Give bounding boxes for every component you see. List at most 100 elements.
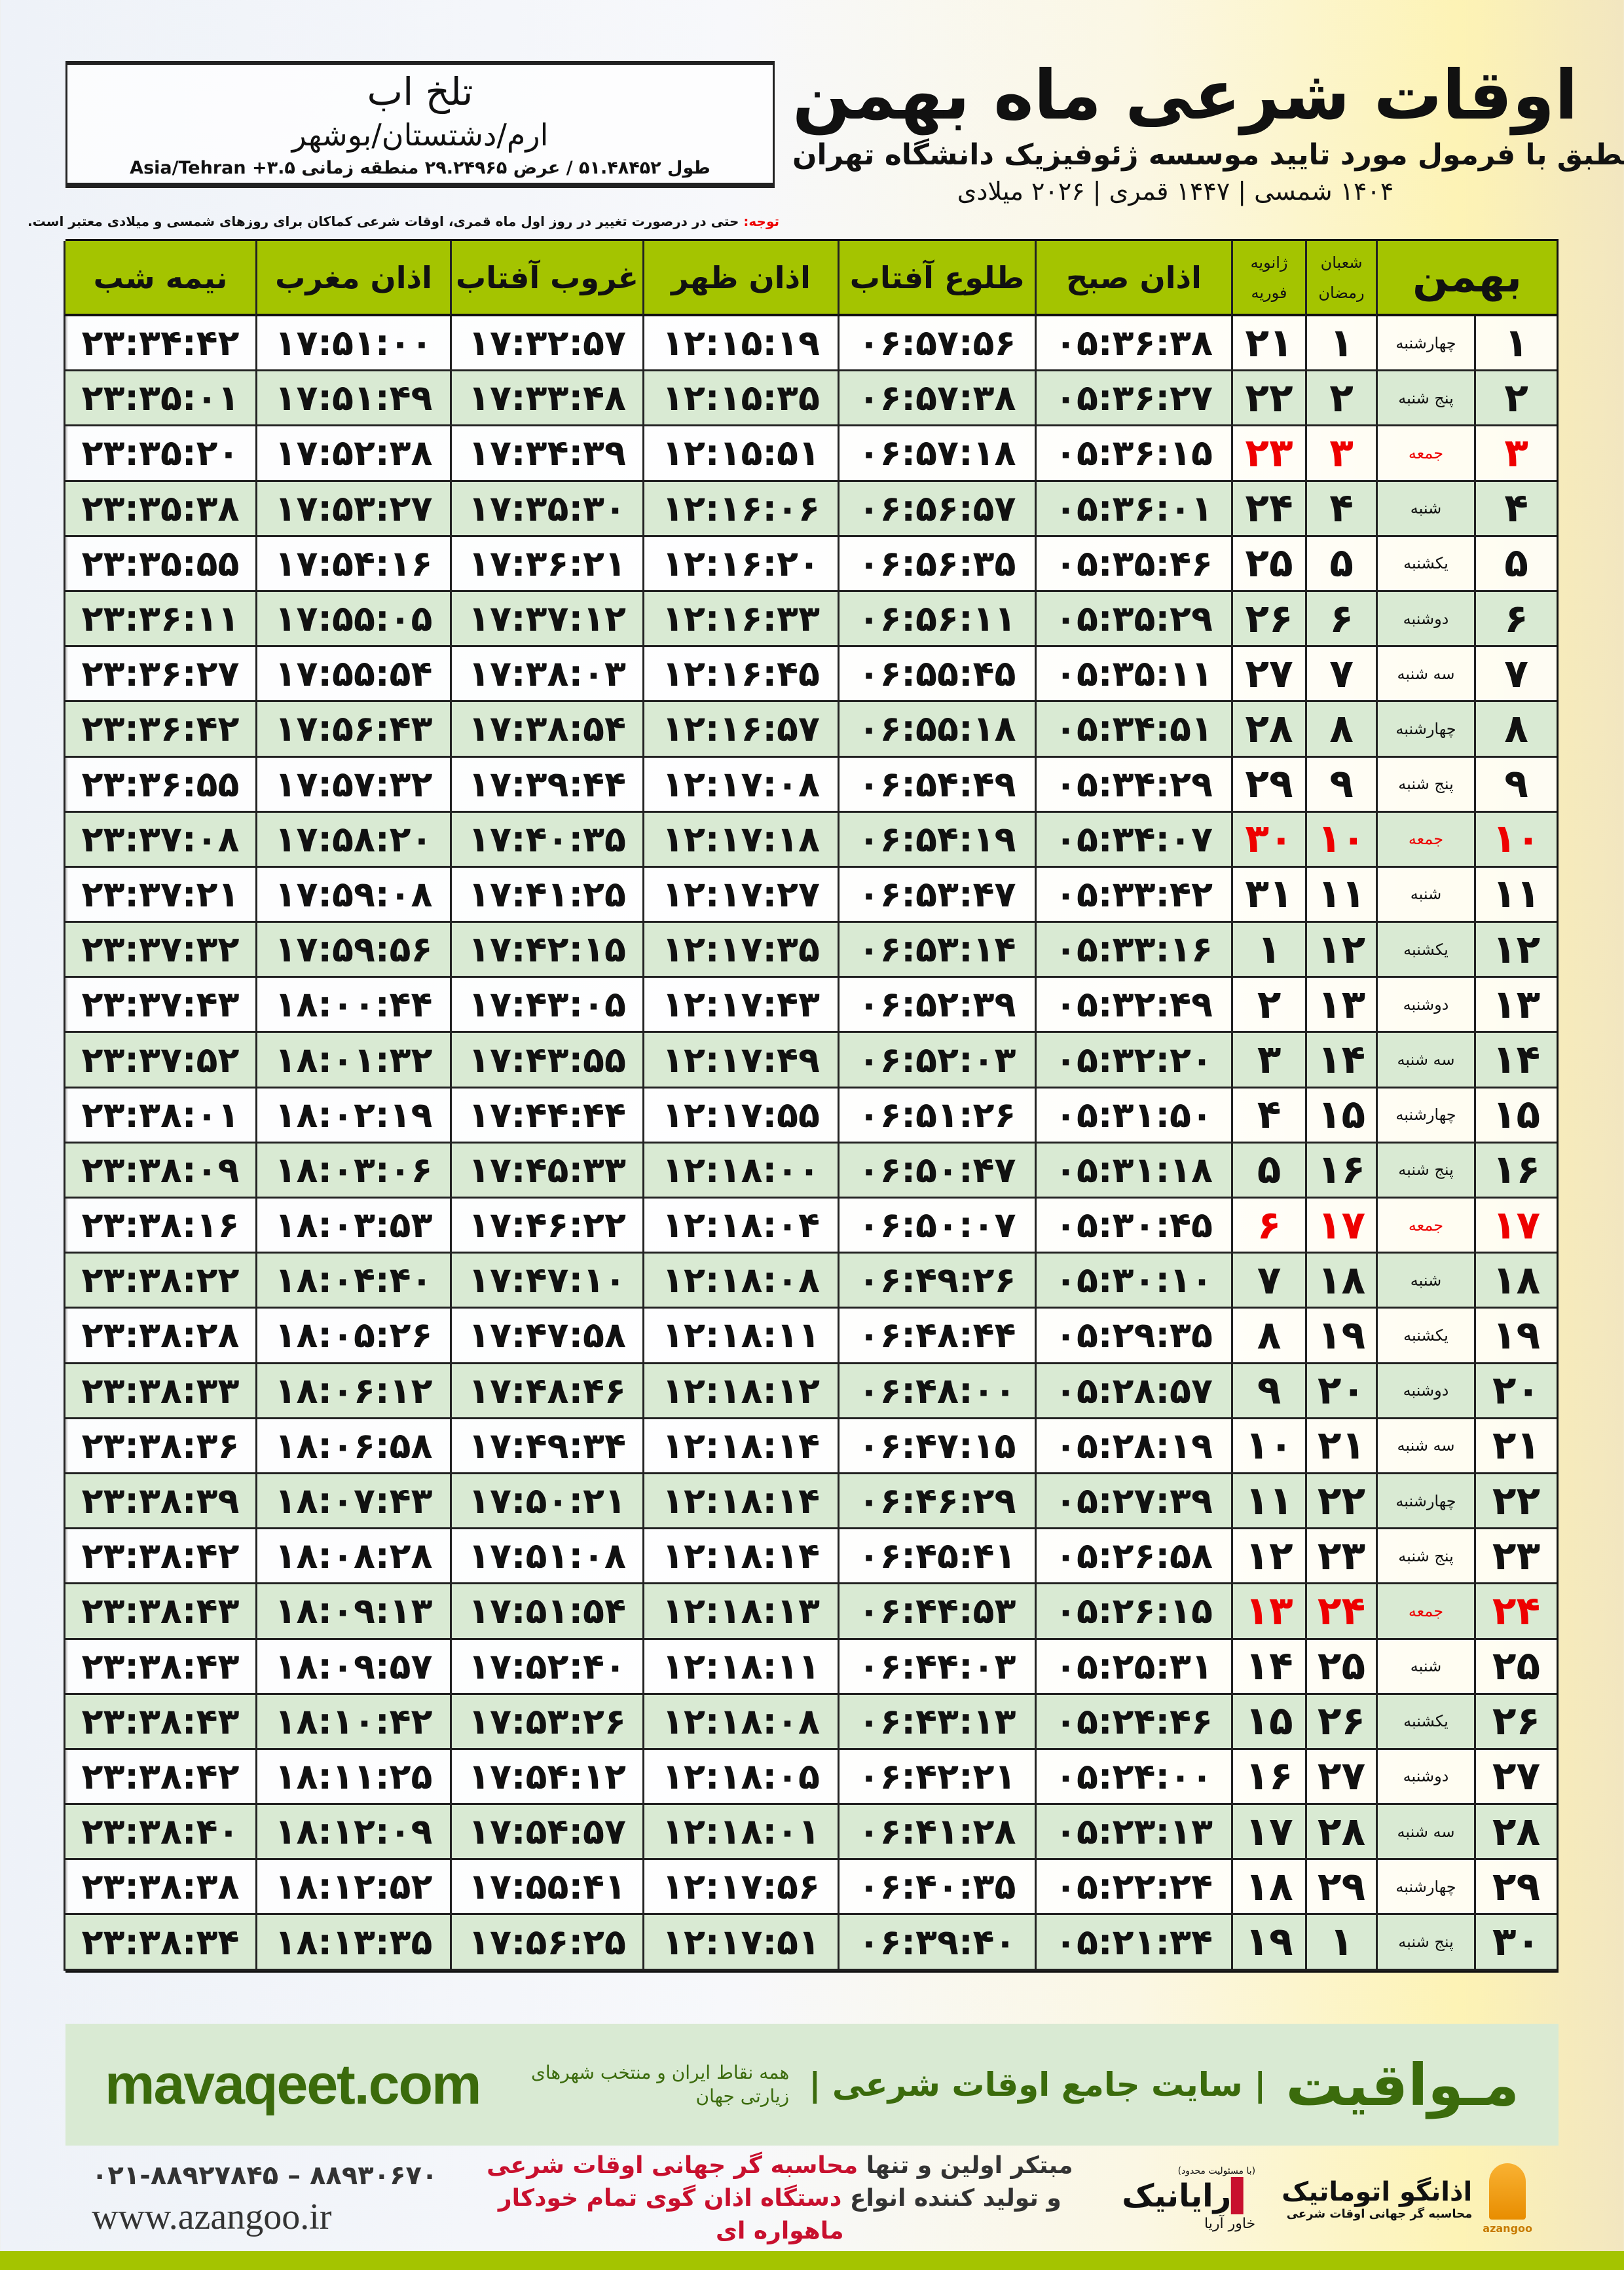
weekday: چهارشنبه xyxy=(1376,1860,1474,1916)
midnight-time: ۲۳:۳۵:۵۵ xyxy=(64,536,255,592)
dhuhr-time: ۱۲:۱۶:۴۵ xyxy=(642,647,838,703)
header-month: بهمن xyxy=(1376,241,1557,316)
logo-rayanik-text: رایانیک xyxy=(1122,2177,1232,2214)
weekday: دوشنبه xyxy=(1376,1749,1474,1806)
rayanik-logo: (با مسئولیت محدود) ▌رایانیک خاور آریا xyxy=(1122,2166,1255,2232)
weekday: سه شنبه xyxy=(1376,647,1474,703)
header-hijri-1: شعبان xyxy=(1320,253,1363,272)
sunset-time: ۱۷:۴۱:۲۵ xyxy=(450,867,642,923)
day-number: ۲۸ xyxy=(1474,1805,1557,1861)
hijri-day: ۲۲ xyxy=(1305,1474,1376,1530)
dhuhr-time: ۱۲:۱۸:۱۱ xyxy=(642,1639,838,1695)
gregorian-day: ۵ xyxy=(1231,1143,1305,1199)
sunrise-time: ۰۶:۵۶:۳۵ xyxy=(838,536,1035,592)
sunrise-time: ۰۶:۴۰:۳۵ xyxy=(838,1860,1035,1916)
gregorian-day: ۱۳ xyxy=(1231,1584,1305,1640)
logo-azangoo-sub: محاسبه گر جهانی اوقات شرعی xyxy=(1286,2206,1473,2221)
sunset-time: ۱۷:۳۳:۴۸ xyxy=(450,371,642,427)
gregorian-day: ۳ xyxy=(1231,1033,1305,1088)
hijri-day: ۸ xyxy=(1305,702,1376,758)
dhuhr-time: ۱۲:۱۷:۴۹ xyxy=(642,1033,838,1088)
sunset-time: ۱۷:۴۳:۵۵ xyxy=(450,1033,642,1088)
sunrise-time: ۰۶:۴۳:۱۳ xyxy=(838,1694,1035,1750)
sunset-time: ۱۷:۴۵:۳۳ xyxy=(450,1143,642,1199)
gregorian-day: ۶ xyxy=(1231,1199,1305,1254)
hijri-day: ۱۴ xyxy=(1305,1033,1376,1088)
midnight-time: ۲۳:۳۷:۳۲ xyxy=(64,923,255,978)
dhuhr-time: ۱۲:۱۷:۳۵ xyxy=(642,923,838,978)
promo-2b: دستگاه اذان گوی تمام خودکار ماهواره ای xyxy=(498,2185,844,2244)
day-number: ۲ xyxy=(1474,371,1557,427)
fajr-time: ۰۵:۲۸:۵۷ xyxy=(1035,1364,1231,1419)
day-number: ۱۷ xyxy=(1474,1199,1557,1254)
gregorian-day: ۱۸ xyxy=(1231,1860,1305,1916)
sunrise-time: ۰۶:۴۸:۴۴ xyxy=(838,1309,1035,1364)
weekday: یکشنبه xyxy=(1376,1694,1474,1750)
maghrib-time: ۱۷:۵۱:۴۹ xyxy=(255,371,450,427)
midnight-time: ۲۳:۳۸:۳۴ xyxy=(64,1915,255,1971)
fajr-time: ۰۵:۳۶:۰۱ xyxy=(1035,481,1231,537)
day-number: ۲۱ xyxy=(1474,1419,1557,1474)
dhuhr-time: ۱۲:۱۶:۲۰ xyxy=(642,536,838,592)
azangoo-website[interactable]: www.azangoo.ir xyxy=(92,2197,332,2237)
page-subtitle: منطبق با فرمول مورد تایید موسسه ژئوفیزیک… xyxy=(792,138,1624,172)
sunset-time: ۱۷:۵۱:۰۸ xyxy=(450,1529,642,1585)
sunrise-time: ۰۶:۵۷:۵۶ xyxy=(838,316,1035,372)
maghrib-time: ۱۸:۱۲:۰۹ xyxy=(255,1805,450,1861)
sunrise-time: ۰۶:۴۵:۴۱ xyxy=(838,1529,1035,1585)
sunrise-time: ۰۶:۵۵:۴۵ xyxy=(838,647,1035,703)
fajr-time: ۰۵:۳۰:۱۰ xyxy=(1035,1254,1231,1309)
fajr-time: ۰۵:۳۵:۲۹ xyxy=(1035,591,1231,648)
hijri-day: ۱۷ xyxy=(1305,1199,1376,1254)
sunrise-time: ۰۶:۵۰:۴۷ xyxy=(838,1143,1035,1199)
maghrib-time: ۱۷:۵۵:۵۴ xyxy=(255,647,450,703)
hijri-day: ۱۵ xyxy=(1305,1088,1376,1144)
day-number: ۱۴ xyxy=(1474,1033,1557,1088)
midnight-time: ۲۳:۳۵:۳۸ xyxy=(64,481,255,537)
gregorian-day: ۱۷ xyxy=(1231,1805,1305,1861)
maghrib-time: ۱۷:۵۷:۳۲ xyxy=(255,757,450,813)
midnight-time: ۲۳:۳۵:۰۱ xyxy=(64,371,255,427)
prayer-times-table: بهمن شعبان رمضان ژانویه فوریه اذان صبح طلو… xyxy=(64,239,1559,1973)
sunset-time: ۱۷:۵۲:۴۰ xyxy=(450,1639,642,1695)
sunset-time: ۱۷:۵۳:۲۶ xyxy=(450,1694,642,1750)
midnight-time: ۲۳:۳۸:۳۸ xyxy=(64,1860,255,1916)
midnight-time: ۲۳:۳۶:۱۱ xyxy=(64,591,255,648)
page-title: اوقات شرعی ماه بهمن xyxy=(792,55,1578,135)
day-number: ۲۰ xyxy=(1474,1364,1557,1419)
header-hijri: شعبان رمضان xyxy=(1305,241,1376,316)
weekday: شنبه xyxy=(1376,1254,1474,1309)
bottom-stripe xyxy=(0,2251,1624,2270)
gregorian-day: ۲۴ xyxy=(1231,481,1305,537)
gregorian-day: ۲۱ xyxy=(1231,316,1305,372)
site-link[interactable]: mavaqeet.com xyxy=(105,2053,482,2116)
sunset-time: ۱۷:۴۶:۲۲ xyxy=(450,1199,642,1254)
weekday: چهارشنبه xyxy=(1376,1088,1474,1144)
weekday: جمعه xyxy=(1376,1584,1474,1640)
weekday: پنج شنبه xyxy=(1376,1529,1474,1585)
maghrib-time: ۱۷:۵۴:۱۶ xyxy=(255,536,450,592)
weekday: شنبه xyxy=(1376,867,1474,923)
sunset-time: ۱۷:۵۴:۱۲ xyxy=(450,1749,642,1806)
sunset-time: ۱۷:۴۰:۳۵ xyxy=(450,812,642,868)
sunset-time: ۱۷:۵۵:۴۱ xyxy=(450,1860,642,1916)
maghrib-time: ۱۸:۱۳:۳۵ xyxy=(255,1915,450,1971)
gregorian-day: ۲۷ xyxy=(1231,647,1305,703)
sunset-time: ۱۷:۵۰:۲۱ xyxy=(450,1474,642,1530)
contact-info: ۰۲۱-۸۸۹۲۷۸۴۵ – ۸۸۹۳۰۶۷۰ www.azangoo.ir xyxy=(92,2159,437,2238)
day-number: ۶ xyxy=(1474,591,1557,648)
gregorian-day: ۱ xyxy=(1231,923,1305,978)
maghrib-time: ۱۸:۰۹:۵۷ xyxy=(255,1639,450,1695)
hijri-day: ۲۳ xyxy=(1305,1529,1376,1585)
tagline-text: سایت جامع اوقات شرعی xyxy=(832,2066,1243,2104)
maghrib-time: ۱۷:۵۸:۲۰ xyxy=(255,812,450,868)
sponsor-footer: azangoo اذانگو اتوماتیک محاسبه گر جهانی … xyxy=(65,2149,1559,2248)
weekday: دوشنبه xyxy=(1376,978,1474,1033)
sunset-time: ۱۷:۳۲:۵۷ xyxy=(450,316,642,372)
dhuhr-time: ۱۲:۱۵:۵۱ xyxy=(642,426,838,482)
phone-numbers: ۰۲۱-۸۸۹۲۷۸۴۵ – ۸۸۹۳۰۶۷۰ xyxy=(92,2161,438,2191)
dhuhr-time: ۱۲:۱۶:۰۶ xyxy=(642,481,838,537)
day-number: ۵ xyxy=(1474,536,1557,592)
maghrib-time: ۱۸:۰۳:۵۳ xyxy=(255,1199,450,1254)
dhuhr-time: ۱۲:۱۵:۱۹ xyxy=(642,316,838,372)
